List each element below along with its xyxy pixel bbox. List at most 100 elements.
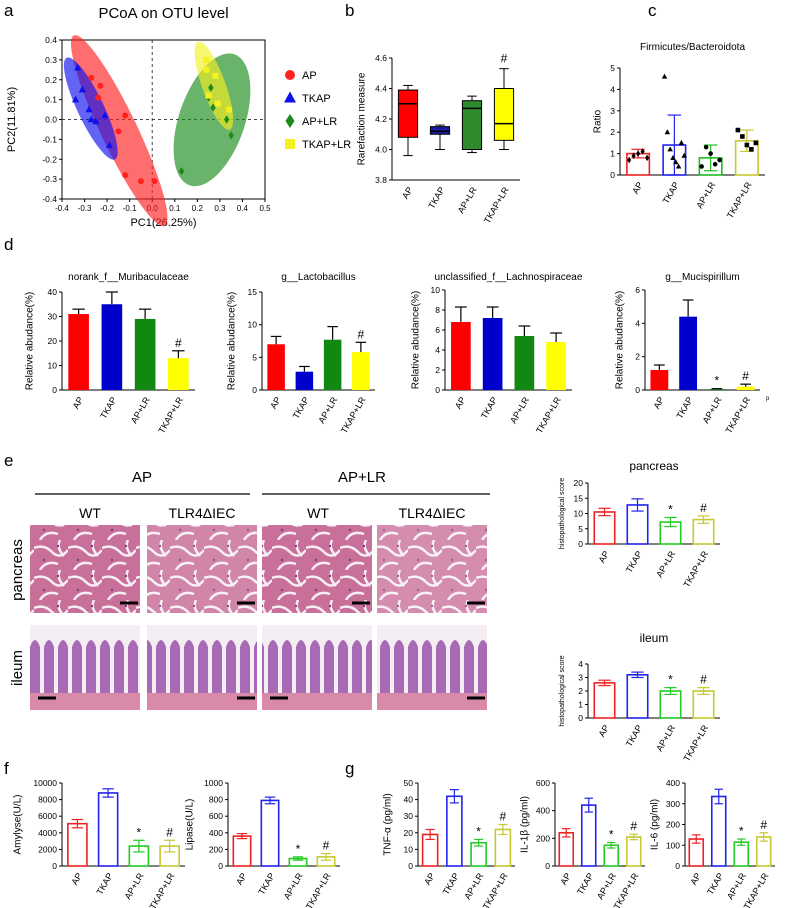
x-tick-label: TKAP [575,871,595,896]
y-tick-label: 5 [610,63,615,73]
y-tick-label: 20 [574,478,584,488]
significance-mark: # [323,839,330,853]
significance-mark: * [609,827,614,841]
bar [736,386,755,390]
bar [659,690,682,719]
significance-mark: # [742,369,749,383]
y-tick-label: 200 [666,820,680,830]
bar [679,316,698,390]
point [712,162,718,167]
legend-label: AP [302,70,317,82]
x-tick-label: TKAP [291,395,311,420]
genotype-label: TLR4ΔIEC [399,505,466,521]
y-tick-label: 2 [435,365,440,375]
y-tick-label: 6 [435,325,440,335]
y-axis-title: IL-6 (pg/ml) [650,799,661,850]
chart-title: Firmicutes/Bacteroidota [640,42,745,53]
group-label: AP+LR [338,469,386,486]
y-tick-label: 10000 [33,778,57,788]
confidence-ellipse [173,53,251,187]
histology-image [377,525,487,613]
y-tick-label: 0.2 [45,75,57,85]
point [223,115,230,124]
y-tick-label: 5 [578,524,583,534]
y-tick-label: 8 [435,305,440,315]
panel-label: f [4,759,9,778]
bar [558,831,575,867]
y-tick-label: 4.6 [375,53,387,63]
x-tick-label: AP [688,871,703,886]
point [667,146,673,152]
x-tick-label: -0.2 [100,204,114,213]
bar [593,682,616,719]
point [78,85,86,93]
x-tick-label: AP [400,185,415,200]
x-tick-label: AP [597,723,612,738]
x-tick-label: -0.3 [78,204,92,213]
point [645,154,650,162]
significance-mark: # [175,336,182,350]
x-tick-label: TKAP [624,723,644,748]
histology-image [30,525,140,613]
panel-label: b [345,1,354,20]
y-tick-label: 0.0 [45,115,57,125]
x-tick-label: TKAP+LR [148,871,177,908]
point [661,73,668,79]
x-tick-label: TKAP [661,180,681,205]
panel-label: a [4,1,14,20]
y-tick-label: 0 [435,385,440,395]
y-tick-label: 10 [431,285,441,295]
y-tick-label: 200 [209,844,223,854]
tissue-label: ileum [9,650,26,686]
y-axis-title: Relative abudance(%) [615,291,626,389]
y-tick-label: 40 [48,287,58,297]
y-tick-label: 0 [252,385,257,395]
y-tick-label: 0 [218,861,223,871]
y-tick-label: -0.4 [42,194,57,204]
panel-label: d [4,235,13,254]
y-tick-label: 200 [536,833,550,843]
y-axis-title: TNF-α (pg/ml) [383,793,394,855]
x-tick-label: AP+LR [654,549,677,579]
y-tick-label: 300 [666,799,680,809]
histology-image [262,525,372,613]
chart-title: g__Mucispirillum [665,272,739,283]
significance-mark: # [760,818,767,832]
x-tick-label: TKAP+LR [681,549,710,589]
x-tick-label: AP [71,395,86,410]
point [678,139,685,145]
point [87,115,95,123]
x-tick-label: AP [558,871,573,886]
x-tick-label: AP [234,871,249,886]
bar [626,673,649,719]
y-tick-label: 40 [404,795,414,805]
x-tick-label: TKAP+LR [534,395,563,435]
point [212,72,219,79]
x-tick-label: TKAP [674,395,694,420]
x-tick-label: TKAP+LR [156,395,185,435]
y-tick-label: 100 [666,840,680,850]
bar [446,795,463,867]
chart-title: PCoA on OTU level [98,5,228,22]
point [122,112,129,119]
point [203,66,210,73]
bar [546,342,566,390]
bar [232,835,252,867]
y-tick-label: 3 [610,106,615,116]
y-tick-label: 4 [635,318,640,328]
y-tick-label: 10 [404,844,414,854]
point [92,117,100,125]
y-tick-label: 1 [610,149,615,159]
y-tick-label: 15 [574,493,584,503]
x-tick-label: TKAP+LR [339,395,368,435]
y-tick-label: -0.3 [42,174,57,184]
significance-mark: * [137,825,142,839]
chart-title: norank_f__Muribaculaceae [68,272,189,283]
y-tick-label: 4.4 [375,84,387,94]
x-tick-label: AP [630,180,645,195]
point [85,105,93,113]
y-tick-label: 2 [635,352,640,362]
box [461,100,483,150]
y-tick-label: 0 [635,385,640,395]
y-axis-title: histopathological score [559,478,566,549]
